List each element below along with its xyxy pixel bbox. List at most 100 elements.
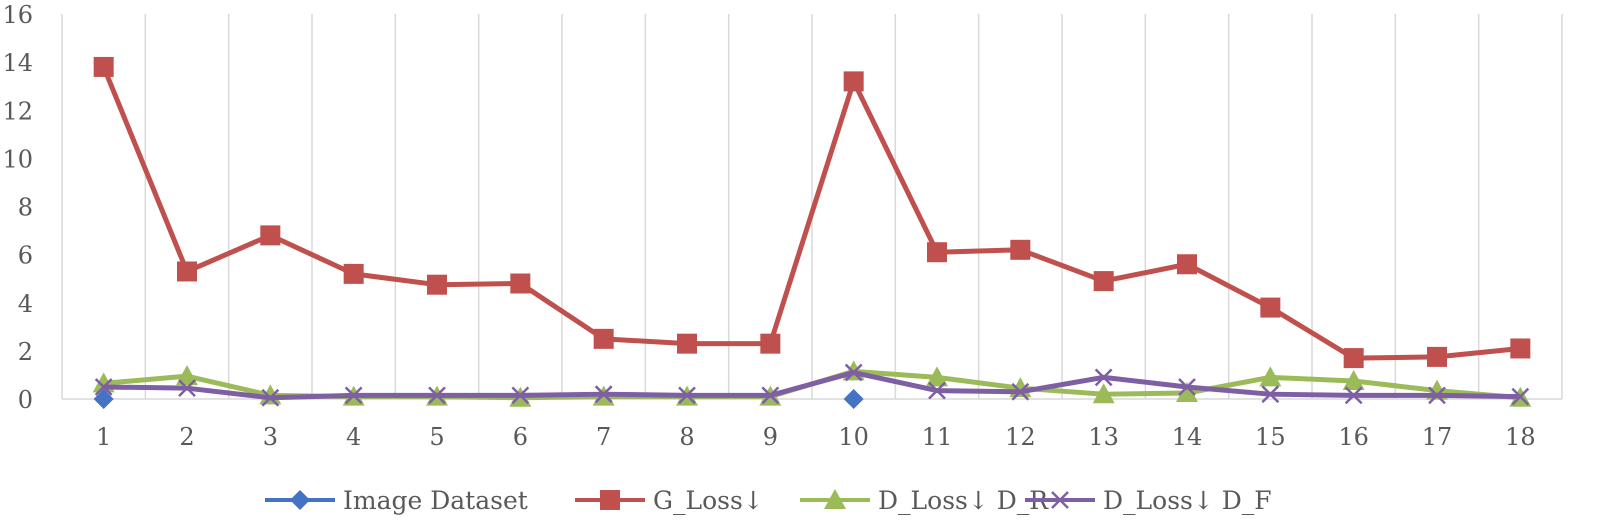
data-point xyxy=(1178,378,1196,396)
legend-swatch-marker xyxy=(290,490,310,510)
x-tick-label: 18 xyxy=(1505,423,1536,451)
marker-stroke xyxy=(1344,386,1363,405)
marker-stroke xyxy=(1261,385,1280,404)
series-line xyxy=(101,65,1521,361)
data-point xyxy=(1511,387,1530,406)
data-point xyxy=(93,389,114,409)
legend-swatch-marker xyxy=(600,490,620,510)
marker-stroke xyxy=(928,381,946,400)
data-point xyxy=(344,386,363,405)
gridlines xyxy=(61,14,1563,399)
marker-stroke xyxy=(178,379,196,398)
data-point xyxy=(260,225,281,246)
data-point xyxy=(178,379,196,398)
marker-stroke xyxy=(844,363,863,382)
legend: Image Dataset G_Loss↓ D_Loss↓ D_R D_Loss↓ D… xyxy=(265,486,1272,515)
x-tick-label: 16 xyxy=(1338,423,1369,451)
marker-stroke xyxy=(1011,382,1030,401)
marker-stroke xyxy=(1511,387,1530,406)
data-point xyxy=(510,273,531,294)
series-line xyxy=(103,370,1521,401)
data-point xyxy=(1259,366,1282,387)
data-point xyxy=(1427,346,1447,367)
legend-swatch-marker xyxy=(824,489,846,509)
series xyxy=(92,56,1532,409)
data-point xyxy=(1343,348,1364,369)
marker-stroke xyxy=(511,386,530,405)
marker-stroke xyxy=(1051,491,1069,509)
data-point xyxy=(1177,254,1197,275)
x-tick-label: 15 xyxy=(1255,423,1286,451)
x-tick-label: 5 xyxy=(429,423,444,451)
series-1 xyxy=(93,56,1531,369)
marker-stroke xyxy=(428,386,446,405)
legend-item: G_Loss↓ xyxy=(575,486,764,515)
data-point xyxy=(343,263,364,284)
legend-item: D_Loss↓ D_F xyxy=(1025,486,1272,515)
marker-stroke xyxy=(344,386,363,405)
data-point xyxy=(594,385,613,404)
marker-stroke xyxy=(678,386,696,405)
x-tick-label: 6 xyxy=(513,423,528,451)
series-3 xyxy=(94,363,1530,407)
data-point xyxy=(94,378,113,396)
y-tick-label: 14 xyxy=(2,49,33,77)
y-tick-label: 0 xyxy=(18,386,33,414)
data-point xyxy=(843,71,864,92)
legend-swatch-marker xyxy=(1051,491,1069,509)
marker-stroke xyxy=(761,386,780,405)
legend-label: G_Loss↓ xyxy=(653,486,764,515)
data-point xyxy=(678,386,696,405)
series-0 xyxy=(93,389,864,409)
data-point xyxy=(1344,386,1363,405)
data-point xyxy=(1510,338,1531,359)
data-point xyxy=(1260,297,1281,318)
data-point xyxy=(1261,385,1280,404)
legend-label: D_Loss↓ D_R xyxy=(878,486,1049,515)
y-tick-label: 10 xyxy=(2,145,33,173)
data-point xyxy=(844,363,863,382)
data-point xyxy=(1428,386,1446,405)
x-tick-label: 4 xyxy=(346,423,361,451)
data-point xyxy=(1092,383,1115,404)
data-point xyxy=(1342,369,1365,390)
y-tick-label: 16 xyxy=(2,1,33,29)
data-point xyxy=(761,386,780,405)
data-point xyxy=(1093,271,1114,292)
data-point xyxy=(1011,382,1030,401)
data-point xyxy=(511,386,530,405)
data-point xyxy=(261,388,280,407)
y-tick-label: 12 xyxy=(2,97,33,125)
x-tick-label: 14 xyxy=(1172,423,1203,451)
legend-label: D_Loss↓ D_F xyxy=(1103,486,1272,515)
legend-item: Image Dataset xyxy=(265,486,528,515)
data-point xyxy=(927,242,947,263)
x-tick-label: 13 xyxy=(1088,423,1119,451)
y-tick-label: 6 xyxy=(18,242,33,270)
x-tick-label: 17 xyxy=(1422,423,1453,451)
data-point xyxy=(176,365,198,386)
x-tick-label: 10 xyxy=(838,423,869,451)
data-point xyxy=(1176,381,1198,402)
data-point xyxy=(93,56,114,77)
x-tick-label: 7 xyxy=(596,423,611,451)
data-point xyxy=(177,261,197,282)
marker-stroke xyxy=(594,385,613,404)
x-tick-label: 9 xyxy=(763,423,778,451)
data-point xyxy=(1094,368,1113,387)
x-tick-label: 1 xyxy=(96,423,111,451)
data-point xyxy=(760,333,781,354)
data-point xyxy=(427,274,447,295)
legend-item: D_Loss↓ D_R xyxy=(800,486,1049,515)
x-tick-label: 12 xyxy=(1005,423,1036,451)
marker-stroke xyxy=(1094,368,1113,387)
marker-stroke xyxy=(261,388,280,407)
data-point xyxy=(843,389,864,409)
data-point xyxy=(926,366,948,387)
legend-label: Image Dataset xyxy=(343,486,528,515)
data-point xyxy=(428,386,446,405)
y-tick-label: 8 xyxy=(18,194,33,222)
x-tick-label: 2 xyxy=(179,423,194,451)
data-point xyxy=(593,328,614,349)
